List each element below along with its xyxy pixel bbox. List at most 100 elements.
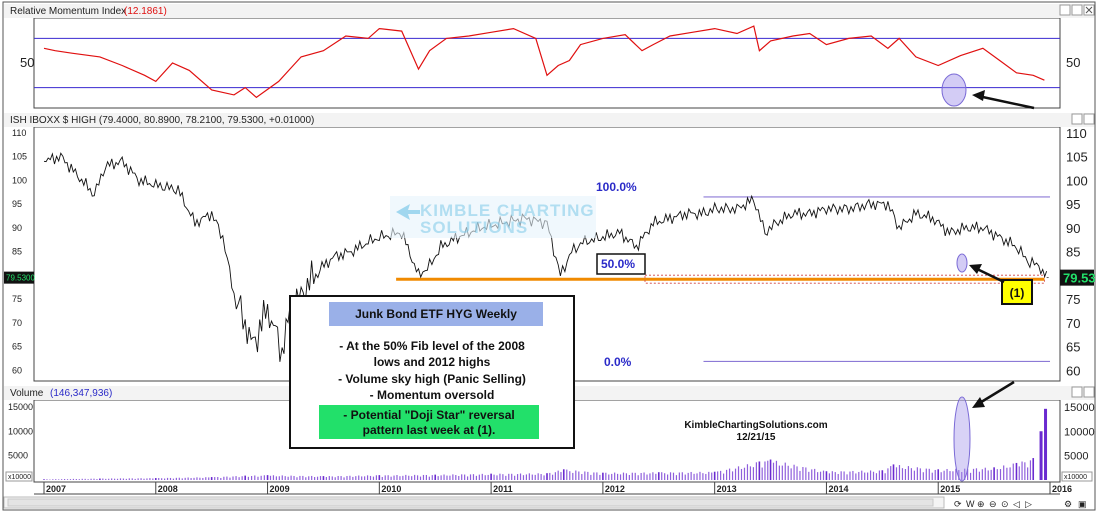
panel-maximize-icon[interactable]	[1071, 386, 1083, 398]
volume-bar	[696, 473, 698, 480]
volume-bar	[75, 479, 77, 480]
rmi-title: Relative Momentum Index	[10, 6, 126, 17]
volume-bar	[125, 478, 127, 480]
volume-bar	[858, 471, 860, 480]
scroll-right-icon[interactable]: ▷	[1025, 499, 1032, 509]
volume-bar	[226, 476, 228, 480]
volume-bar	[458, 476, 460, 480]
save-icon[interactable]: ▣	[1078, 499, 1087, 509]
volume-bar	[469, 474, 472, 480]
volume-bar	[640, 472, 642, 480]
last-price-tag-right	[1060, 269, 1094, 286]
volume-bar	[625, 473, 628, 480]
volume-bar	[69, 479, 72, 480]
time-scrollbar[interactable]: ⟳ W ⊕ ⊖ ⊙ ◁ ▷ ⚙ ▣	[3, 496, 1087, 509]
annotation-line-3: - Volume sky high (Panic Selling)	[338, 372, 526, 386]
volume-bar	[443, 474, 445, 480]
annotation-line-2: lows and 2012 highs	[374, 355, 491, 369]
volume-bar	[884, 473, 886, 480]
volume-bar	[649, 473, 651, 480]
volume-bar	[799, 470, 801, 480]
volume-bar	[287, 476, 289, 480]
fib-50-label: 50.0%	[601, 257, 635, 271]
volume-bar	[587, 471, 589, 480]
zoom-out-icon[interactable]: ⊖	[989, 499, 997, 509]
volume-bar	[614, 472, 616, 480]
volume-bar	[178, 477, 180, 480]
volume-bar	[1027, 467, 1029, 480]
volume-bar	[490, 473, 492, 480]
panel-close-icon[interactable]	[1083, 113, 1095, 125]
volume-bar	[784, 462, 786, 480]
volume-bar	[496, 475, 498, 480]
volume-bar	[172, 478, 175, 480]
volume-bar	[875, 473, 878, 480]
volume-bar	[1021, 461, 1023, 480]
volume-tick-right: 5000	[1064, 451, 1088, 463]
rmi-panel-controls[interactable]	[1059, 4, 1095, 16]
volume-bar	[740, 468, 743, 480]
volume-bar	[149, 478, 151, 480]
price-panel-controls[interactable]	[1071, 113, 1095, 125]
annotation-highlight-bg	[319, 405, 539, 439]
volume-bar	[478, 474, 480, 480]
price-header: ISH IBOXX $ HIGH (79.4000, 80.8900, 78.2…	[4, 113, 1094, 127]
volume-bar	[684, 474, 686, 480]
year-tick-label: 2012	[605, 484, 625, 494]
volume-bar	[343, 477, 345, 480]
volume-bar	[972, 468, 975, 480]
scrollbar-thumb[interactable]	[7, 498, 934, 507]
volume-bar	[263, 475, 265, 480]
volume-bar	[819, 471, 822, 480]
price-tick-right: 90	[1066, 221, 1080, 236]
volume-bar	[672, 472, 675, 480]
volume-bar	[646, 474, 648, 480]
volume-bar	[681, 472, 683, 480]
volume-bar	[55, 479, 57, 480]
volume-bar	[61, 479, 63, 480]
weekly-button[interactable]: W	[966, 499, 975, 509]
volume-bar	[584, 471, 586, 480]
volume-bar	[817, 472, 819, 480]
marker-box	[1001, 279, 1033, 305]
volume-bar	[790, 468, 792, 480]
volume-tick-left: 15000	[8, 402, 33, 412]
volume-bar	[940, 472, 942, 480]
settings-icon[interactable]: ⚙	[1064, 499, 1072, 509]
brand-date: 12/21/15	[737, 432, 776, 443]
panel-config-icon[interactable]	[1059, 4, 1071, 16]
volume-bar	[372, 476, 375, 480]
volume-panel-controls[interactable]	[1071, 386, 1095, 398]
volume-bar	[934, 469, 936, 480]
volume-bar	[66, 479, 69, 480]
panel-maximize-icon[interactable]	[1071, 4, 1083, 16]
zoom-in-icon[interactable]: ⊕	[977, 499, 985, 509]
volume-bar	[904, 469, 907, 480]
volume-bar	[981, 469, 983, 480]
volume-bar	[669, 472, 672, 480]
volume-bar	[723, 473, 725, 480]
panel-close-icon[interactable]	[1083, 386, 1095, 398]
volume-bar	[302, 475, 304, 480]
rmi-arrow-icon	[972, 90, 1035, 110]
volume-bar	[238, 477, 240, 480]
panel-maximize-icon[interactable]	[1071, 113, 1083, 125]
axes: 110 110 105 105 100 100 95 95 90 90 85 85 75 75 70 70 65…	[4, 126, 1096, 495]
volume-bar	[440, 475, 442, 480]
volume-bar	[593, 472, 595, 480]
volume-bar	[769, 459, 772, 480]
volume-bar	[549, 472, 551, 480]
volume-bar	[890, 466, 892, 480]
refresh-icon[interactable]: ⟳	[954, 499, 962, 509]
volume-bar	[755, 462, 757, 480]
volume-bar	[241, 476, 243, 480]
volume-bar	[393, 475, 395, 480]
rmi-series-line	[43, 25, 1045, 99]
scroll-left-icon[interactable]: ◁	[1013, 499, 1020, 509]
volume-bar	[1044, 408, 1048, 480]
watermark-line1: KIMBLE CHARTING	[420, 201, 595, 220]
watermark-arrow-icon	[396, 204, 420, 220]
home-icon[interactable]: ⊙	[1001, 499, 1009, 509]
volume-bar	[687, 472, 689, 480]
volume-bar	[146, 478, 148, 480]
